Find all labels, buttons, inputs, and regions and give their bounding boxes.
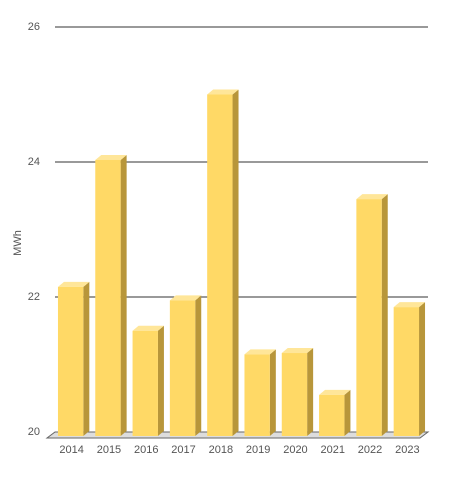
bar-side <box>381 194 388 436</box>
bar-side <box>269 349 276 436</box>
bar <box>281 353 308 436</box>
bar-top <box>169 295 202 301</box>
bar <box>393 307 420 436</box>
bar-side <box>344 389 351 436</box>
x-tick-label: 2015 <box>97 444 121 456</box>
bar <box>95 159 121 436</box>
y-tick-label: 24 <box>28 156 40 168</box>
x-tick-label: 2017 <box>171 444 195 456</box>
bar-side <box>120 154 127 436</box>
x-tick-label: 2018 <box>209 444 233 456</box>
bar <box>132 330 158 436</box>
bar <box>356 199 382 436</box>
x-tick-label: 2021 <box>321 444 345 456</box>
x-tick-label: 2023 <box>395 444 419 456</box>
bar <box>244 354 270 436</box>
bar-top <box>356 194 388 200</box>
x-tick-label: 2019 <box>246 444 270 456</box>
bar-side <box>157 325 164 436</box>
x-tick-label: 2020 <box>283 444 307 456</box>
y-tick-label: 22 <box>28 291 40 303</box>
bar <box>57 286 84 436</box>
bar-side <box>195 295 202 436</box>
bar-top <box>319 389 351 395</box>
y-tick-label: 20 <box>28 426 40 438</box>
bar <box>319 394 345 436</box>
x-tick-label: 2022 <box>358 444 382 456</box>
bar-side <box>232 89 239 436</box>
x-tick-label: 2014 <box>59 444 83 456</box>
bar-top <box>57 281 90 287</box>
bar-side <box>83 281 90 436</box>
bar-top <box>207 89 239 95</box>
x-tick-label: 2016 <box>134 444 158 456</box>
bar-side <box>419 302 426 436</box>
bar-side <box>307 348 314 436</box>
bar <box>207 94 233 436</box>
bar-top <box>393 302 426 308</box>
bar <box>169 300 196 436</box>
bar-top <box>132 325 164 331</box>
y-tick-label: 26 <box>28 21 40 33</box>
y-axis-label: MWh <box>12 230 24 256</box>
bar-top <box>244 349 276 355</box>
bar-top <box>95 154 127 160</box>
bar-top <box>281 348 314 354</box>
